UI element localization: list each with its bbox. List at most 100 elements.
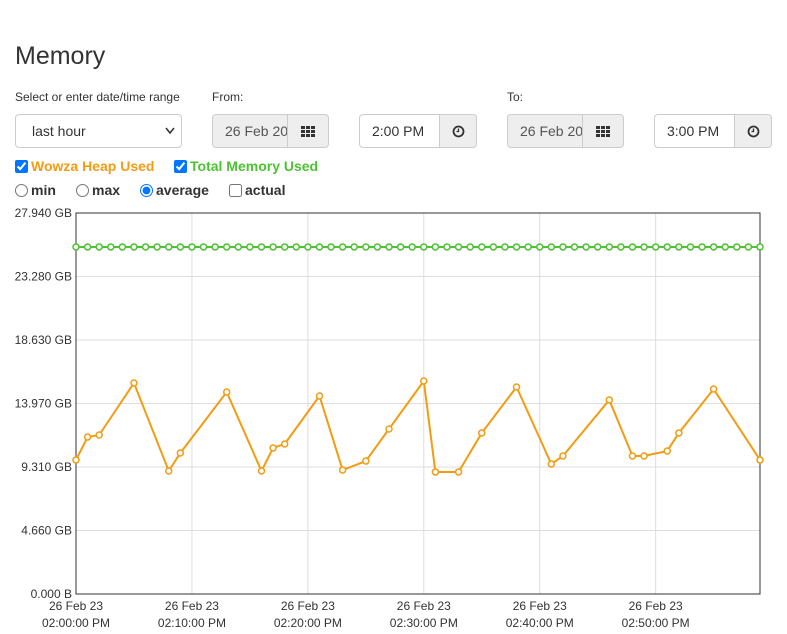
data-point	[188, 243, 196, 251]
data-point	[628, 243, 637, 251]
data-point	[118, 243, 127, 251]
data-point	[501, 243, 509, 251]
radio-option[interactable]: max	[76, 182, 120, 198]
x-tick-time: 02:30:00 PM	[390, 616, 458, 630]
data-point	[512, 243, 521, 251]
data-point	[535, 243, 544, 251]
data-point	[164, 243, 173, 251]
data-point	[153, 243, 161, 251]
legend-entry: Wowza Heap Used	[31, 158, 155, 174]
data-point	[107, 243, 115, 251]
data-point	[721, 243, 729, 251]
checkbox[interactable]	[174, 159, 187, 173]
radio[interactable]	[76, 183, 89, 197]
y-tick-label: 0.000 B	[31, 587, 72, 601]
data-point	[130, 243, 138, 251]
data-point	[628, 452, 637, 460]
data-point	[675, 429, 683, 437]
data-point	[83, 243, 92, 251]
data-point	[362, 243, 370, 251]
x-tick-date: 26 Feb 23	[49, 599, 103, 613]
x-tick-date: 26 Feb 23	[165, 599, 219, 613]
x-tick-time: 02:50:00 PM	[622, 616, 690, 630]
data-point	[199, 243, 208, 251]
data-point	[478, 429, 486, 437]
data-point	[431, 243, 440, 251]
y-tick-label: 23.280 GB	[15, 270, 72, 284]
radio-label: min	[31, 182, 56, 198]
x-tick-date: 26 Feb 23	[397, 599, 451, 613]
radio-option[interactable]: average	[140, 182, 209, 198]
data-point	[570, 243, 579, 251]
from-date-button[interactable]	[287, 114, 329, 148]
data-point	[338, 243, 347, 251]
data-point	[292, 243, 301, 251]
data-point	[559, 243, 567, 251]
data-point	[234, 243, 243, 251]
series-toggle[interactable]: Wowza Heap Used	[15, 158, 154, 174]
clock-icon	[452, 125, 464, 137]
data-point	[547, 243, 556, 251]
data-point	[547, 460, 556, 468]
data-point	[454, 468, 463, 476]
from-time[interactable]: 2:00 PM	[359, 114, 441, 148]
grid-icon	[596, 125, 610, 137]
checkbox-option[interactable]: actual	[229, 182, 285, 198]
clock-icon	[747, 125, 759, 137]
data-point	[709, 385, 718, 393]
data-point	[95, 431, 103, 439]
data-point	[454, 243, 463, 251]
series-toggle[interactable]: Total Memory Used	[174, 158, 318, 174]
data-point	[222, 388, 231, 396]
data-point	[651, 243, 660, 251]
from-date[interactable]: 26 Feb 2023	[212, 114, 289, 148]
to-date[interactable]: 26 Feb 2023	[507, 114, 584, 148]
data-point	[362, 457, 370, 465]
x-tick-label: 26 Feb 23 02:40:00 PM	[506, 599, 574, 630]
radio[interactable]	[140, 183, 153, 197]
to-date-button[interactable]	[582, 114, 624, 148]
data-point	[617, 243, 625, 251]
x-tick-label: 26 Feb 23 02:30:00 PM	[390, 599, 458, 630]
chart: 0.000 B 4.660 GB 9.310 GB 13.970 GB 18.630 G…	[15, 206, 764, 630]
data-point	[385, 243, 393, 251]
checkbox[interactable]	[229, 183, 242, 197]
data-point	[385, 425, 393, 433]
data-point	[280, 243, 289, 251]
data-point	[269, 444, 277, 452]
data-point	[709, 243, 718, 251]
data-point	[663, 243, 672, 251]
data-point	[756, 243, 764, 251]
legend-entry: Total Memory Used	[190, 158, 319, 174]
data-point	[338, 466, 347, 474]
data-point	[164, 467, 173, 475]
x-tick-time: 02:00:00 PM	[42, 616, 110, 630]
data-point	[582, 243, 590, 251]
data-point	[443, 243, 451, 251]
data-point	[350, 243, 358, 251]
from-time-button[interactable]	[439, 114, 477, 148]
to-time-button[interactable]	[734, 114, 772, 148]
radio[interactable]	[15, 183, 28, 197]
to-time[interactable]: 3:00 PM	[654, 114, 736, 148]
plot-border	[75, 212, 761, 595]
data-point	[396, 243, 405, 251]
data-point	[663, 447, 672, 455]
radio-option[interactable]: min	[15, 182, 56, 198]
data-point	[269, 243, 277, 251]
data-point	[420, 243, 428, 251]
data-point	[257, 243, 266, 251]
range-select[interactable]: last hour	[15, 114, 182, 148]
data-point	[72, 243, 80, 251]
x-tick-label: 26 Feb 23 02:20:00 PM	[274, 599, 342, 630]
data-point	[559, 452, 567, 460]
data-point	[478, 243, 486, 251]
checkbox[interactable]	[15, 159, 28, 173]
data-point	[686, 243, 695, 251]
data-point	[373, 243, 382, 251]
series-line	[75, 378, 761, 474]
data-point	[257, 467, 266, 475]
data-point	[176, 243, 185, 251]
y-tick-label: 18.630 GB	[15, 333, 72, 347]
